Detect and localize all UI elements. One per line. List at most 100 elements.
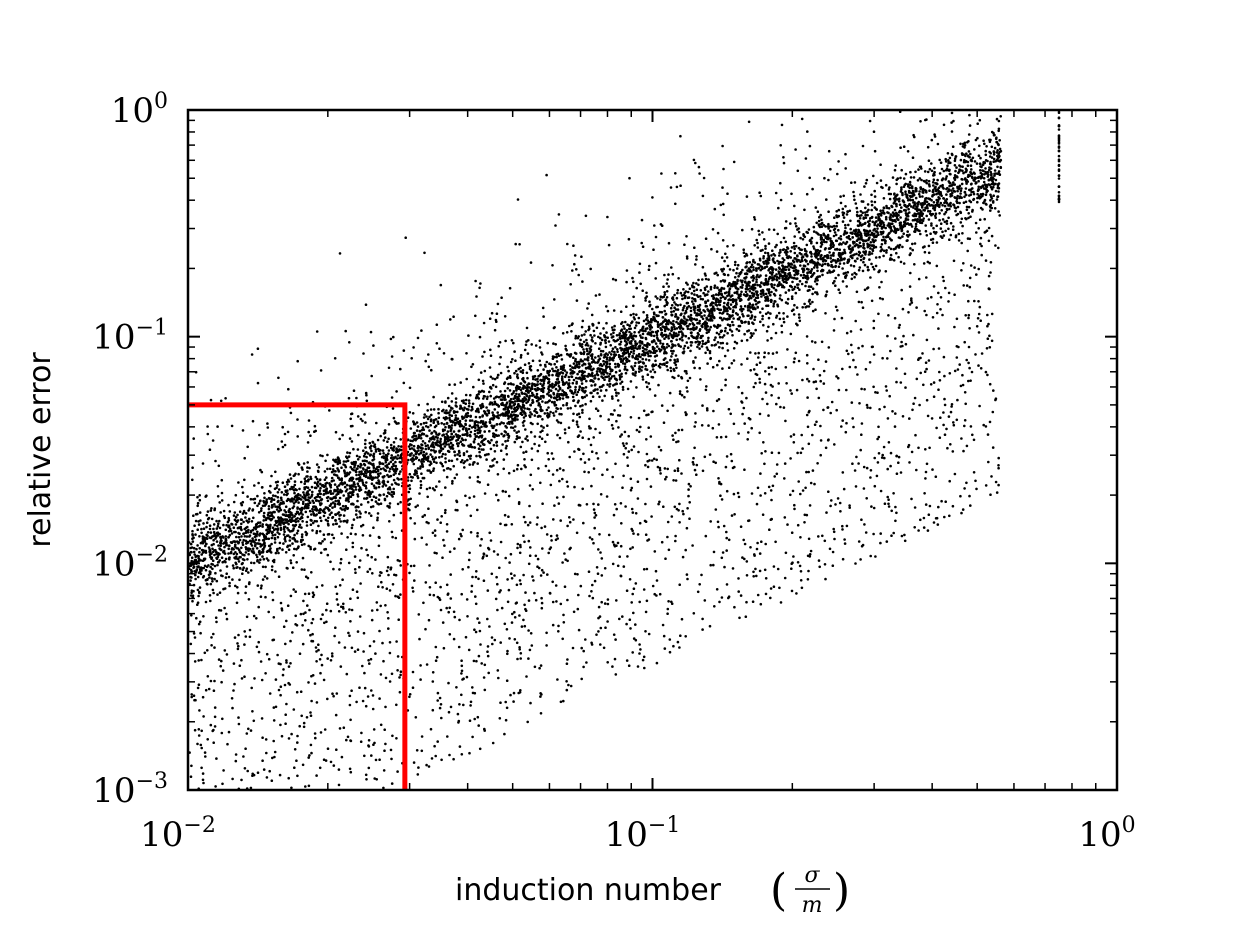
scatter-point bbox=[431, 455, 434, 459]
scatter-point bbox=[770, 451, 774, 455]
scatter-point bbox=[678, 502, 681, 506]
scatter-point bbox=[695, 327, 698, 330]
scatter-point bbox=[648, 264, 651, 268]
scatter-point bbox=[235, 566, 238, 569]
scatter-point bbox=[498, 341, 502, 344]
scatter-point bbox=[945, 427, 948, 431]
scatter-point bbox=[551, 580, 554, 584]
scatter-point bbox=[301, 556, 305, 560]
scatter-point bbox=[648, 300, 651, 304]
scatter-point bbox=[308, 488, 311, 492]
scatter-point bbox=[924, 361, 928, 365]
scatter-point bbox=[749, 369, 752, 372]
scatter-point bbox=[303, 592, 307, 596]
scatter-point bbox=[960, 196, 963, 199]
scatter-point bbox=[322, 514, 326, 518]
scatter-point bbox=[951, 191, 954, 195]
scatter-point bbox=[909, 247, 912, 250]
scatter-point bbox=[961, 178, 964, 181]
scatter-point bbox=[291, 566, 295, 569]
scatter-point bbox=[616, 350, 619, 354]
scatter-point bbox=[911, 408, 914, 412]
scatter-point bbox=[474, 630, 478, 634]
scatter-point bbox=[356, 415, 360, 418]
scatter-point bbox=[858, 241, 862, 245]
scatter-point bbox=[845, 285, 848, 288]
scatter-point bbox=[851, 246, 854, 249]
scatter-point bbox=[286, 489, 289, 492]
scatter-point bbox=[534, 344, 538, 347]
scatter-point bbox=[926, 170, 930, 174]
scatter-point bbox=[449, 573, 453, 576]
scatter-point bbox=[516, 373, 519, 376]
scatter-point bbox=[925, 200, 929, 204]
scatter-point bbox=[651, 196, 654, 199]
scatter-point bbox=[449, 705, 453, 709]
scatter-point bbox=[303, 482, 307, 486]
scatter-point bbox=[693, 293, 696, 296]
scatter-point bbox=[736, 292, 739, 295]
scatter-point bbox=[727, 538, 731, 542]
scatter-point bbox=[397, 483, 400, 486]
scatter-point bbox=[849, 227, 852, 231]
scatter-point bbox=[692, 302, 695, 306]
scatter-point bbox=[559, 700, 563, 704]
scatter-point bbox=[547, 406, 550, 409]
scatter-point bbox=[627, 237, 631, 241]
scatter-point bbox=[269, 551, 273, 554]
scatter-point bbox=[358, 470, 361, 474]
scatter-point bbox=[596, 373, 600, 377]
scatter-point bbox=[835, 224, 838, 228]
scatter-point bbox=[883, 206, 886, 210]
scatter-point bbox=[422, 416, 426, 419]
scatter-point bbox=[467, 558, 471, 562]
scatter-point bbox=[814, 380, 818, 383]
scatter-point bbox=[329, 541, 333, 544]
scatter-point bbox=[661, 325, 665, 328]
scatter-point bbox=[319, 369, 323, 372]
scatter-point bbox=[493, 638, 497, 642]
scatter-point bbox=[467, 454, 471, 458]
scatter-point bbox=[598, 533, 601, 536]
scatter-point bbox=[257, 640, 261, 644]
scatter-point bbox=[929, 232, 932, 235]
scatter-point bbox=[627, 359, 631, 363]
scatter-point bbox=[833, 317, 836, 321]
scatter-point bbox=[505, 706, 509, 710]
scatter-point bbox=[466, 615, 469, 618]
scatter-point bbox=[912, 206, 915, 209]
scatter-point bbox=[899, 176, 902, 180]
scatter-point bbox=[434, 645, 438, 649]
scatter-point bbox=[994, 178, 998, 182]
scatter-point bbox=[711, 426, 715, 430]
scatter-point bbox=[944, 286, 947, 290]
scatter-point bbox=[763, 266, 766, 270]
scatter-point bbox=[984, 425, 988, 428]
scatter-point bbox=[726, 264, 730, 268]
scatter-point bbox=[252, 561, 256, 565]
scatter-point bbox=[220, 499, 224, 502]
scatter-point bbox=[946, 164, 949, 168]
scatter-point bbox=[634, 638, 638, 642]
scatter-point bbox=[237, 526, 241, 529]
scatter-point bbox=[723, 565, 726, 569]
scatter-point bbox=[949, 410, 953, 414]
scatter-point bbox=[902, 199, 905, 203]
scatter-point bbox=[640, 218, 644, 222]
scatter-point bbox=[690, 331, 693, 334]
scatter-point bbox=[478, 747, 482, 751]
scatter-point bbox=[350, 689, 353, 692]
scatter-point bbox=[704, 388, 708, 392]
scatter-point bbox=[528, 415, 532, 419]
scatter-point bbox=[674, 308, 678, 311]
scatter-point bbox=[342, 520, 345, 523]
scatter-point bbox=[657, 502, 660, 506]
scatter-point bbox=[764, 370, 767, 373]
scatter-point bbox=[512, 691, 516, 695]
scatter-point bbox=[191, 529, 194, 533]
scatter-point bbox=[230, 532, 234, 535]
scatter-point bbox=[319, 454, 322, 457]
scatter-point bbox=[969, 264, 973, 267]
scatter-point bbox=[654, 569, 658, 573]
scatter-point bbox=[678, 390, 682, 393]
